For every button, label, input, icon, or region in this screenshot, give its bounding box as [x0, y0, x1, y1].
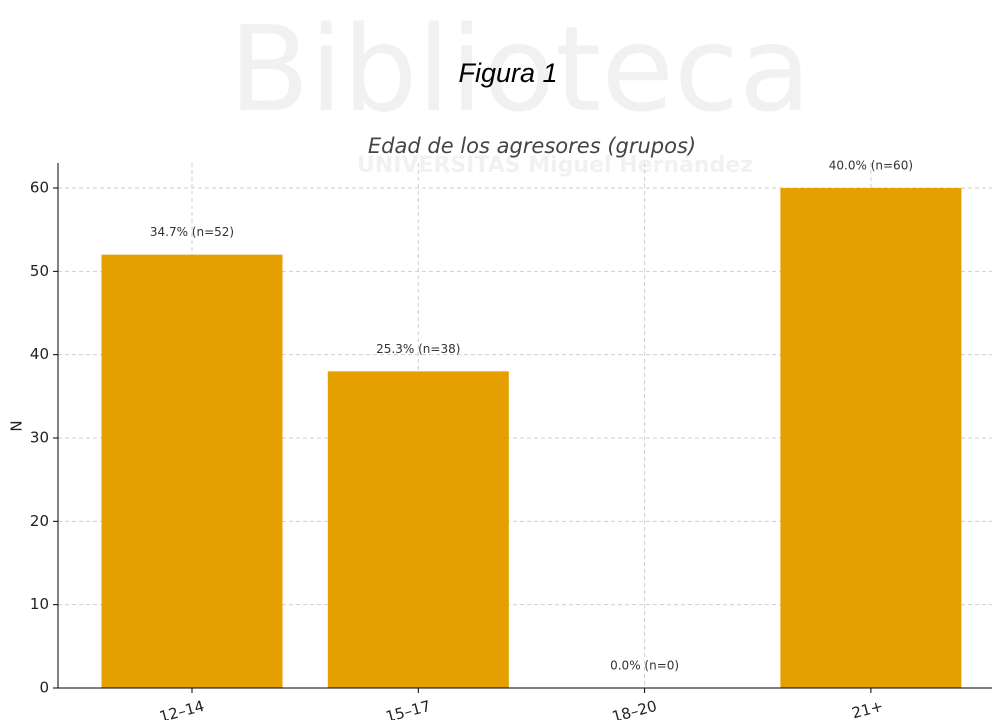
- y-tick-label: 0: [39, 679, 49, 697]
- bar: [101, 254, 283, 688]
- y-tick-label: 30: [30, 429, 49, 447]
- value-label: 0.0% (n=0): [610, 659, 679, 673]
- bar: [327, 371, 509, 688]
- x-tick-label: 15–17: [384, 697, 433, 720]
- y-tick-label: 40: [30, 345, 49, 363]
- y-axis-label: N: [8, 420, 26, 431]
- x-tick-label: 12–14: [157, 697, 206, 720]
- value-label: 25.3% (n=38): [376, 342, 460, 356]
- value-label: 40.0% (n=60): [829, 159, 913, 173]
- watermark: Biblioteca: [229, 0, 811, 138]
- value-label: 34.7% (n=52): [150, 225, 234, 239]
- bar: [780, 188, 962, 688]
- figure-caption: Figura 1: [458, 58, 557, 88]
- watermark-subtitle: UNIVERSITAS Miguel Hernández: [357, 153, 753, 178]
- y-tick-label: 10: [30, 595, 49, 613]
- y-tick-label: 60: [30, 179, 49, 197]
- y-tick-label: 20: [30, 512, 49, 530]
- chart-title: Edad de los agresores (grupos): [368, 134, 696, 158]
- y-tick-label: 50: [30, 262, 49, 280]
- x-tick-label: 18–20: [610, 697, 659, 720]
- x-tick-label: 21+: [850, 697, 885, 720]
